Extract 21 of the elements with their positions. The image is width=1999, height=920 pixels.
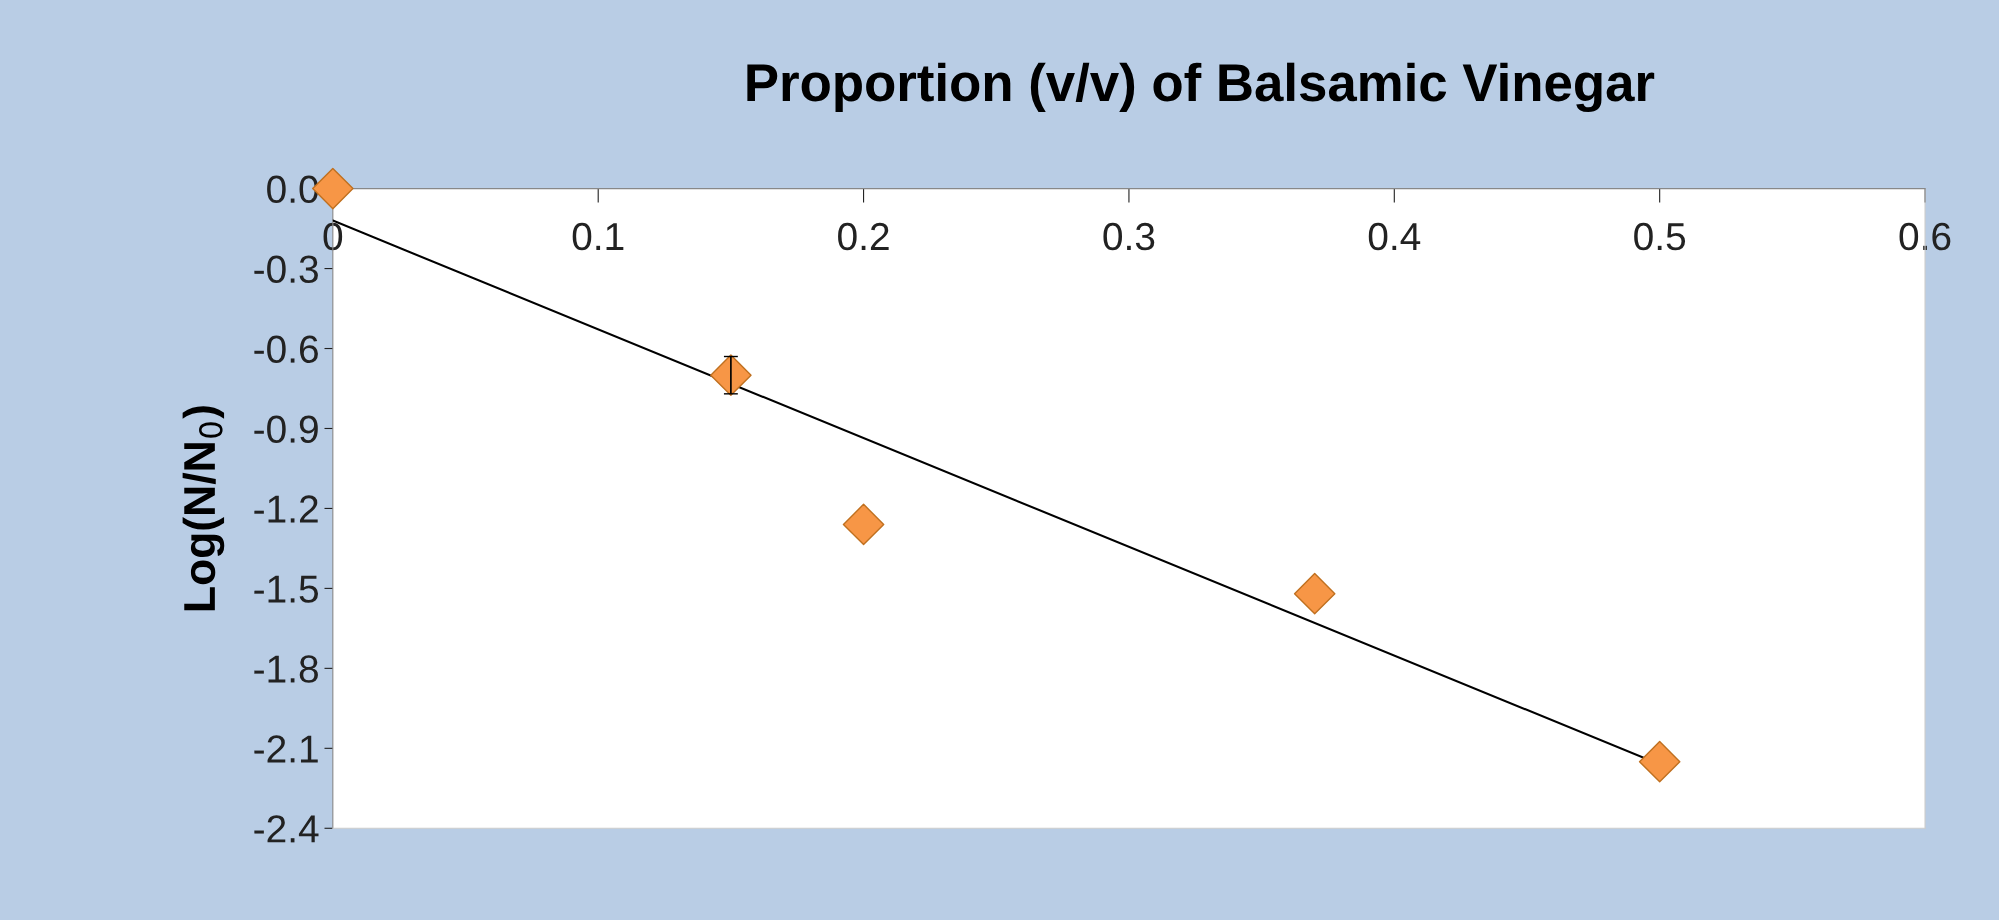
x-tick-label: 0.4 bbox=[1368, 222, 1421, 251]
x-tick-label: 0.3 bbox=[1103, 222, 1155, 251]
y-axis-title: Log(N/N$_{0}$) bbox=[182, 406, 225, 611]
point bbox=[710, 354, 752, 396]
y-tick-label: -2.1 bbox=[254, 735, 318, 763]
point bbox=[1638, 740, 1681, 783]
y-tick-label: -1.5 bbox=[254, 575, 319, 603]
x-tick-label: 0.2 bbox=[838, 222, 889, 251]
y-tick-label: -0.6 bbox=[254, 335, 318, 363]
x-tick-label: 0.1 bbox=[572, 222, 624, 251]
y-tick-label: -0.3 bbox=[254, 255, 318, 284]
point bbox=[842, 503, 885, 546]
y-tick-label: -1.2 bbox=[254, 495, 318, 523]
point bbox=[1293, 572, 1336, 615]
y-tick-label: -1.8 bbox=[254, 655, 318, 683]
x-tick-label: 0 bbox=[323, 222, 343, 251]
chart-title: Proportion (v/v) of Balsamic Vinegar bbox=[747, 62, 1655, 113]
x-tick-label: 0.6 bbox=[1899, 222, 1951, 251]
y-tick-label: -0.9 bbox=[254, 415, 318, 443]
x-tick-label: 0.5 bbox=[1634, 222, 1686, 251]
y-tick-label: -2.4 bbox=[254, 815, 319, 843]
